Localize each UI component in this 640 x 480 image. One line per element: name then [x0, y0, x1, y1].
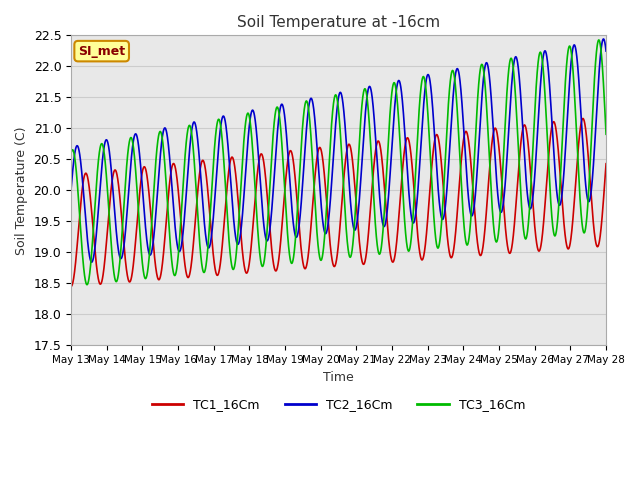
Legend: TC1_16Cm, TC2_16Cm, TC3_16Cm: TC1_16Cm, TC2_16Cm, TC3_16Cm [147, 394, 530, 417]
Y-axis label: Soil Temperature (C): Soil Temperature (C) [15, 126, 28, 254]
Text: SI_met: SI_met [78, 45, 125, 58]
X-axis label: Time: Time [323, 371, 354, 384]
Title: Soil Temperature at -16cm: Soil Temperature at -16cm [237, 15, 440, 30]
